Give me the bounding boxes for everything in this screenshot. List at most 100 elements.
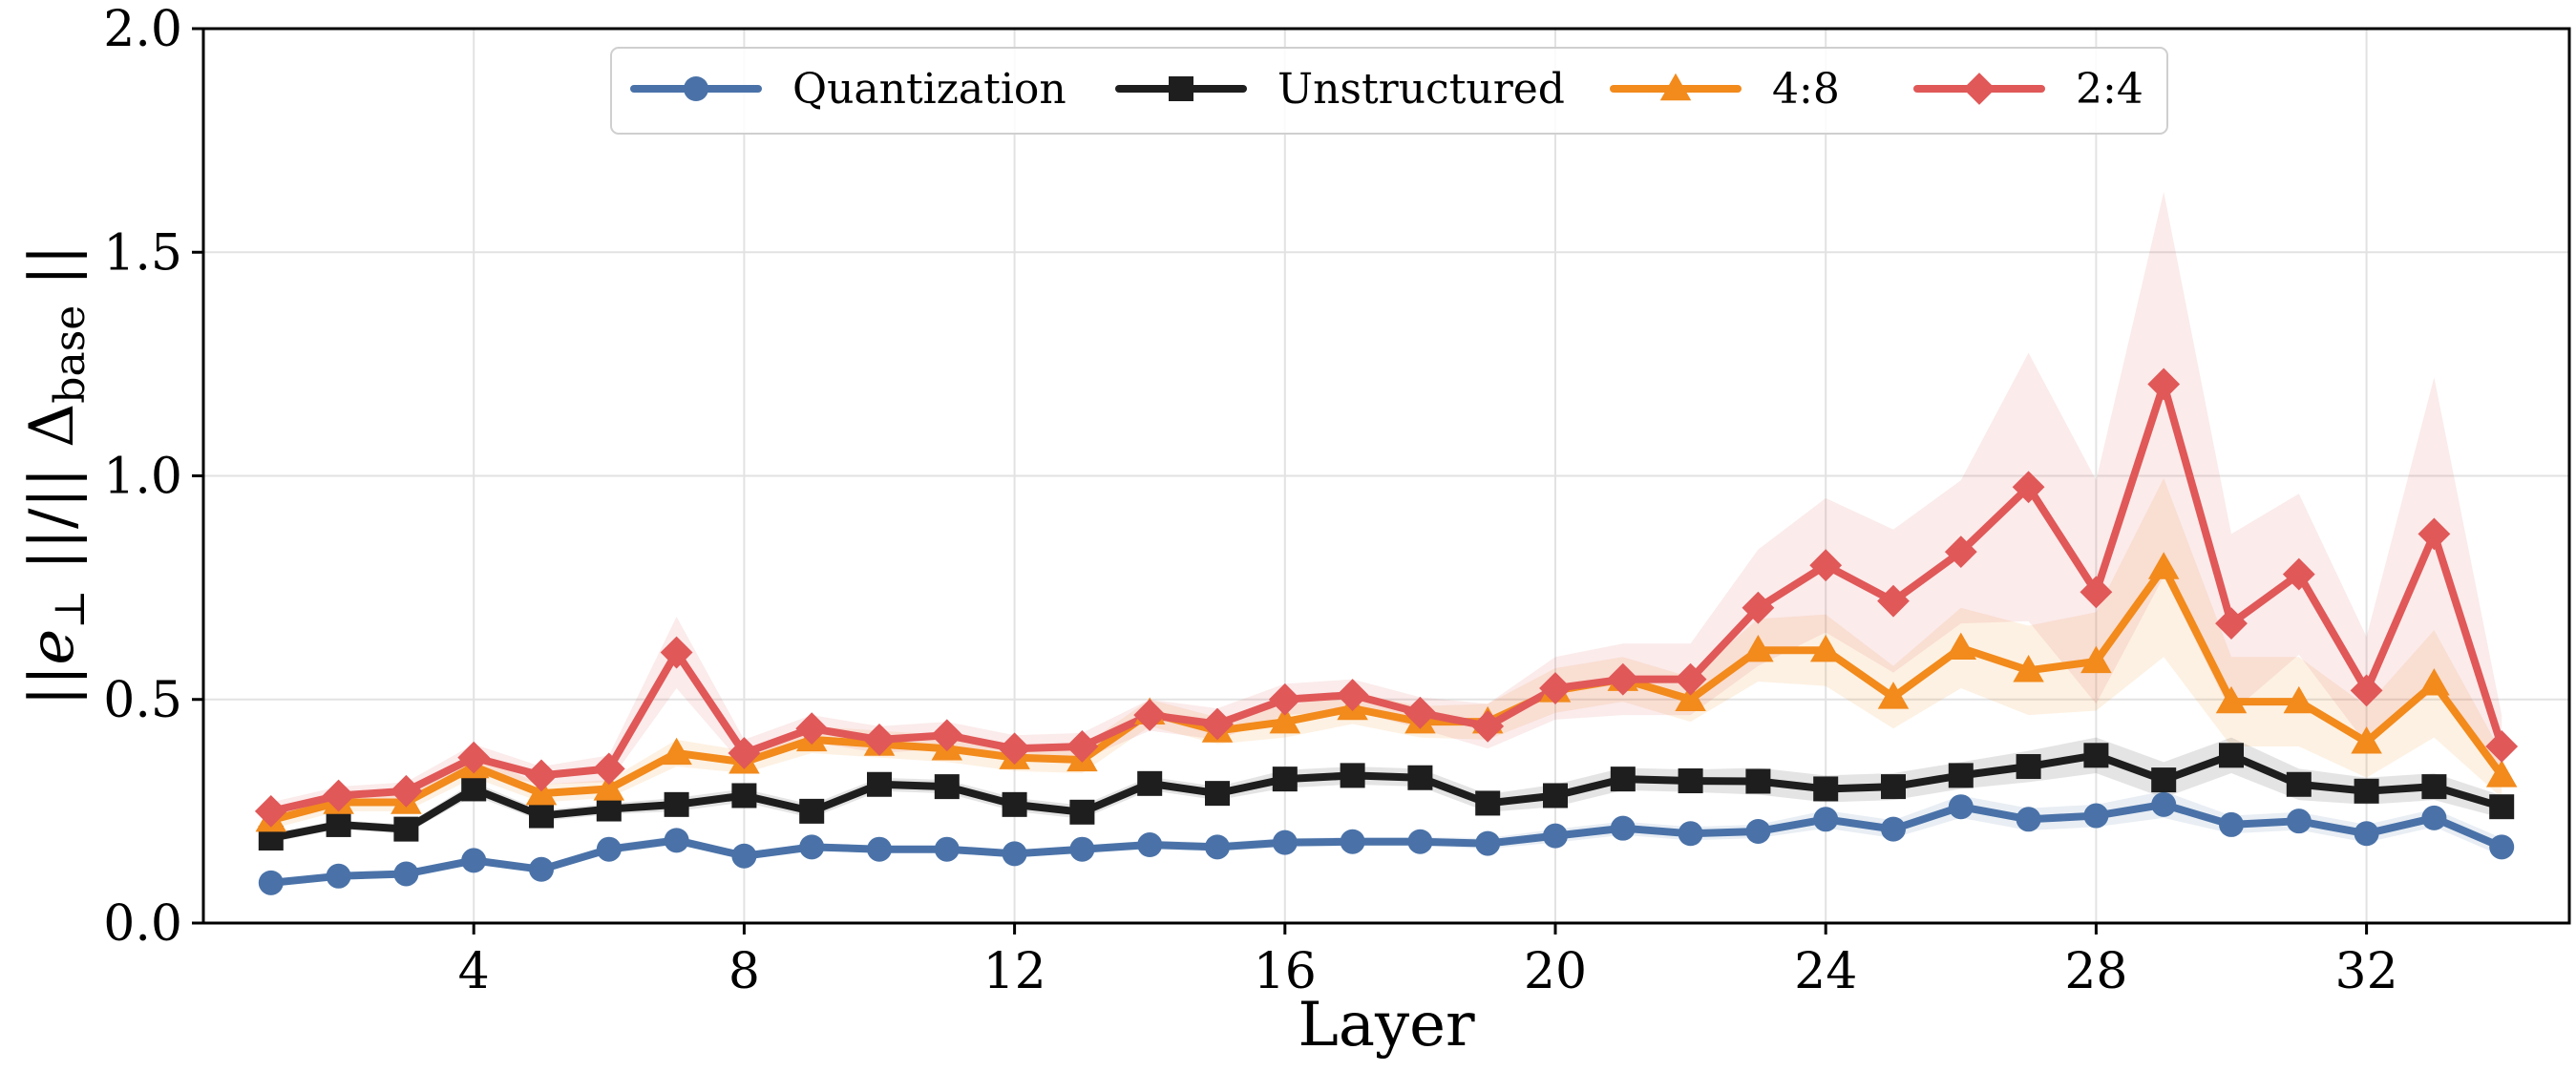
data-point-4-8 <box>593 773 625 801</box>
data-point-quantization <box>2016 807 2041 832</box>
data-point-quantization <box>1745 818 1771 844</box>
legend-item-4-8: 4:8 <box>1610 65 1840 114</box>
x-tick-label: 20 <box>1524 943 1587 1000</box>
data-point-quantization <box>664 828 689 853</box>
data-point-2-4 <box>728 737 761 769</box>
data-point-unstructured <box>1407 765 1433 790</box>
y-axis-title-suffix: || <box>17 244 88 304</box>
data-point-2-4 <box>2147 368 2181 401</box>
data-point-2-4 <box>2282 557 2315 591</box>
y-axis-title: ||e⊥ ||/|| Δbase || <box>17 244 95 706</box>
y-axis-ticks: 0.0 0.5 1.0 1.5 2.0 <box>103 1 203 953</box>
data-point-quantization <box>326 863 351 889</box>
data-point-unstructured <box>1475 790 1501 816</box>
data-point-quantization <box>1069 836 1095 862</box>
data-point-unstructured <box>2219 743 2244 768</box>
data-point-quantization <box>1407 829 1433 854</box>
data-point-2-4 <box>1742 591 1775 624</box>
data-point-quantization <box>2151 791 2177 817</box>
data-point-unstructured <box>1340 763 1365 788</box>
data-point-unstructured <box>2083 743 2109 768</box>
markers-unstructured <box>258 743 2515 850</box>
data-point-unstructured <box>596 796 622 822</box>
x-tick-label: 4 <box>458 943 490 1000</box>
data-point-unstructured <box>2421 774 2447 800</box>
y-tick-label: 0.0 <box>103 895 182 953</box>
data-point-2-4 <box>1809 549 1843 582</box>
data-point-unstructured <box>1948 763 1974 788</box>
y-tick-label: 2.0 <box>103 1 182 58</box>
legend-item-unstructured: Unstructured <box>1115 65 1565 114</box>
data-point-unstructured <box>1543 783 1568 808</box>
x-tick-label: 12 <box>983 943 1046 1000</box>
legend-item-quantization: Quantization <box>630 65 1066 114</box>
data-point-4-8 <box>2351 726 2382 754</box>
legend-label: 4:8 <box>1772 65 1840 114</box>
data-point-quantization <box>1002 841 1027 867</box>
data-point-quantization <box>1881 816 1906 842</box>
data-point-2-4 <box>1471 709 1505 743</box>
series-line-2-4 <box>266 380 2506 815</box>
data-point-unstructured <box>2489 794 2515 820</box>
data-point-4-8 <box>2485 760 2518 788</box>
data-point-2-4 <box>2012 471 2045 504</box>
data-point-2-4 <box>2080 576 2113 609</box>
data-point-2-4 <box>592 752 625 786</box>
data-point-4-8 <box>2418 668 2450 696</box>
legend-label: 2:4 <box>2076 65 2143 114</box>
data-point-2-4 <box>863 724 896 756</box>
x-axis-ticks: 4 8 12 16 20 24 28 32 <box>458 923 2398 1000</box>
y-axis-title-prefix: || <box>17 665 88 706</box>
data-point-quantization <box>2083 803 2109 829</box>
series-line-4-8 <box>266 563 2506 825</box>
data-point-quantization <box>1610 815 1636 841</box>
data-point-unstructured <box>393 816 419 842</box>
data-point-quantization <box>867 836 892 862</box>
legend-swatch-marker <box>1169 76 1193 101</box>
data-point-quantization <box>1205 834 1230 860</box>
series-lines <box>266 380 2506 887</box>
data-point-unstructured <box>1272 766 1298 792</box>
data-point-unstructured <box>529 803 554 829</box>
y-axis-title-sub: base <box>46 305 95 404</box>
data-point-2-4 <box>660 636 693 669</box>
data-point-2-4 <box>1268 682 1301 716</box>
y-axis-title-perp: ⊥ <box>46 589 95 628</box>
series-line-unstructured <box>266 751 2506 842</box>
x-axis-title: Layer <box>1298 990 1475 1060</box>
data-point-unstructured <box>2151 767 2177 793</box>
data-point-2-4 <box>930 719 963 752</box>
data-point-unstructured <box>1745 768 1771 794</box>
data-point-4-8 <box>1877 682 1910 709</box>
data-point-quantization <box>2489 834 2515 860</box>
data-point-quantization <box>1678 821 1703 847</box>
data-point-4-8 <box>1269 705 1301 734</box>
data-point-2-4 <box>795 712 829 746</box>
data-point-unstructured <box>326 811 351 837</box>
series-markers <box>254 368 2519 895</box>
data-point-quantization <box>258 870 284 895</box>
data-point-unstructured <box>461 776 487 802</box>
data-point-4-8 <box>1945 632 1977 661</box>
x-tick-label: 16 <box>1254 943 1317 1000</box>
data-point-2-4 <box>457 741 491 774</box>
legend-item-2-4: 2:4 <box>1913 65 2143 114</box>
data-point-2-4 <box>2350 674 2383 707</box>
x-tick-label: 24 <box>1794 943 1857 1000</box>
legend-label: Quantization <box>792 65 1066 114</box>
data-point-unstructured <box>867 771 892 797</box>
series-line-quantization <box>266 800 2506 887</box>
data-point-4-8 <box>2215 685 2248 714</box>
y-axis-title-e: e <box>17 629 88 665</box>
data-point-quantization <box>2421 805 2447 830</box>
data-point-2-4 <box>2418 517 2451 551</box>
data-point-2-4 <box>525 759 558 792</box>
legend-label: Unstructured <box>1277 65 1565 114</box>
y-axis-title-middle: ||/|| Δ <box>17 404 88 590</box>
data-point-unstructured <box>2286 771 2312 797</box>
data-point-2-4 <box>1404 696 1437 729</box>
data-point-unstructured <box>1610 766 1636 792</box>
data-point-unstructured <box>1137 770 1163 796</box>
data-point-unstructured <box>934 774 960 800</box>
